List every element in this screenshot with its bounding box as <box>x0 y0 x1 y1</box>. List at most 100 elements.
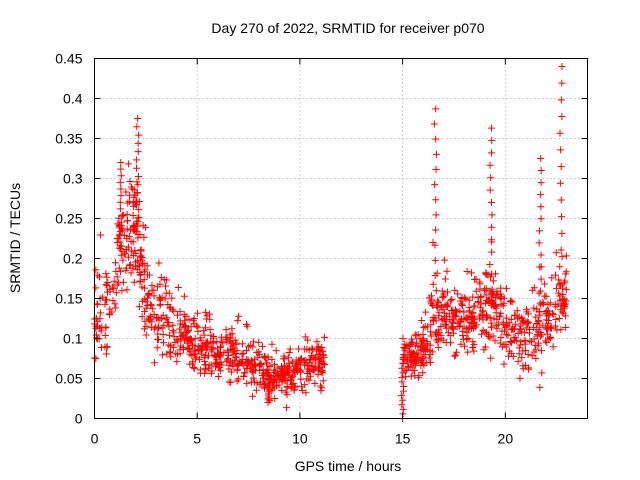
data-point <box>487 124 495 132</box>
data-point <box>451 351 459 359</box>
data-point <box>224 347 232 355</box>
data-point <box>194 309 202 317</box>
data-point <box>541 292 549 300</box>
data-point <box>515 344 523 352</box>
data-point <box>319 359 327 367</box>
data-point <box>116 205 124 213</box>
data-point <box>477 292 485 300</box>
data-point <box>204 352 212 360</box>
data-point <box>532 313 540 321</box>
data-point <box>514 357 522 365</box>
data-point <box>522 347 530 355</box>
data-point <box>486 186 494 194</box>
data-point <box>155 259 163 267</box>
data-point <box>200 327 208 335</box>
data-point <box>420 324 428 332</box>
x-tick-label: 20 <box>498 431 514 447</box>
data-point <box>451 352 459 360</box>
data-point <box>458 300 466 308</box>
data-point <box>202 361 210 369</box>
data-point <box>147 301 155 309</box>
data-point <box>516 374 524 382</box>
data-point <box>243 379 251 387</box>
data-point <box>486 161 494 169</box>
data-point <box>497 284 505 292</box>
data-point <box>538 331 546 339</box>
data-point <box>467 312 475 320</box>
data-point <box>208 346 216 354</box>
data-point <box>419 337 427 345</box>
data-point <box>116 198 124 206</box>
data-point <box>117 185 125 193</box>
data-point <box>439 293 447 301</box>
data-point <box>492 302 500 310</box>
data-point <box>133 164 141 172</box>
data-point <box>106 310 114 318</box>
data-point <box>200 357 208 365</box>
data-point <box>535 227 543 235</box>
x-axis-label: GPS time / hours <box>295 458 402 474</box>
data-point <box>234 317 242 325</box>
data-point <box>135 303 143 311</box>
data-point <box>432 105 440 113</box>
data-point <box>160 275 168 283</box>
data-point <box>532 354 540 362</box>
data-point <box>141 266 149 274</box>
data-point <box>182 312 190 320</box>
data-point <box>185 315 193 323</box>
data-point <box>423 341 431 349</box>
data-point <box>535 308 543 316</box>
data-point <box>159 311 167 319</box>
data-point <box>117 218 125 226</box>
data-point <box>233 377 241 385</box>
data-point <box>530 335 538 343</box>
data-point <box>206 326 214 334</box>
data-point <box>130 226 138 234</box>
data-point <box>511 334 519 342</box>
data-point <box>125 232 133 240</box>
data-point <box>429 280 437 288</box>
data-point <box>486 261 494 268</box>
data-point <box>487 273 495 281</box>
data-point <box>106 288 114 296</box>
data-point <box>443 324 451 332</box>
data-point <box>251 361 259 369</box>
data-point <box>483 313 491 321</box>
data-point <box>415 372 423 380</box>
data-point <box>262 368 270 376</box>
data-point <box>170 333 178 341</box>
data-point <box>497 309 505 317</box>
data-point <box>113 281 121 289</box>
data-point <box>193 353 201 361</box>
data-point <box>535 339 543 347</box>
data-point <box>198 350 206 358</box>
data-point <box>509 325 517 333</box>
data-point <box>140 325 148 333</box>
data-point <box>231 336 239 344</box>
data-point <box>488 211 496 219</box>
data-point <box>190 363 198 371</box>
data-point <box>472 275 480 283</box>
data-point <box>513 337 521 345</box>
data-point <box>166 349 174 357</box>
data-point <box>439 306 447 314</box>
data-point <box>256 367 264 375</box>
data-point <box>524 310 532 318</box>
data-point <box>117 251 125 259</box>
data-point <box>402 373 410 381</box>
data-point <box>448 318 456 326</box>
data-point <box>453 348 461 356</box>
data-point <box>156 300 164 308</box>
y-tick-label: 0.1 <box>63 331 83 347</box>
data-point <box>500 341 508 349</box>
data-point <box>537 215 545 223</box>
data-point <box>537 287 545 295</box>
data-point <box>398 364 406 372</box>
data-point <box>116 268 124 276</box>
data-point <box>504 331 512 339</box>
data-point <box>202 341 210 349</box>
data-point <box>158 293 166 301</box>
x-axis: 0 5 10 15 20 <box>91 58 514 447</box>
data-point <box>116 238 124 246</box>
